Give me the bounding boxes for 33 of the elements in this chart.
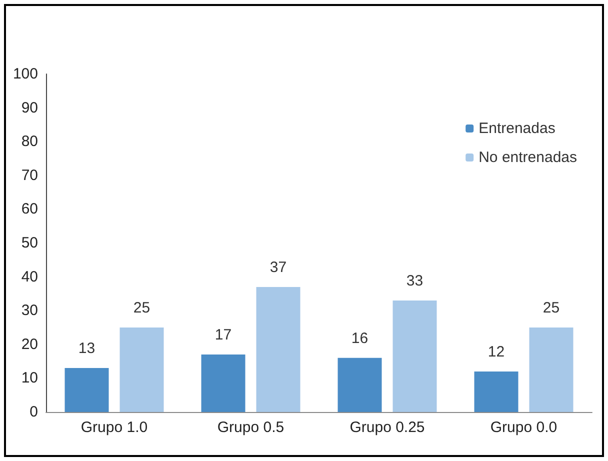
bar bbox=[338, 358, 382, 412]
y-tick-label: 100 bbox=[12, 66, 38, 82]
y-tick-label: 50 bbox=[21, 234, 38, 252]
data-label: 37 bbox=[270, 258, 287, 276]
x-tick-label: Grupo 0.0 bbox=[490, 419, 558, 436]
y-tick-label: 60 bbox=[21, 200, 38, 218]
y-tick-label: 90 bbox=[21, 99, 38, 116]
legend-label: Entrenadas bbox=[478, 120, 556, 137]
bar bbox=[64, 368, 109, 412]
data-label: 12 bbox=[488, 343, 505, 360]
x-tick-label: Grupo 0.25 bbox=[350, 419, 425, 436]
bar bbox=[256, 286, 300, 412]
legend-label: No entrenadas bbox=[478, 149, 578, 166]
data-label: 17 bbox=[214, 326, 232, 344]
bar bbox=[201, 354, 246, 412]
y-tick-label: 10 bbox=[21, 370, 38, 387]
x-tick-label: Grupo 1.0 bbox=[80, 419, 148, 436]
y-tick-label: 80 bbox=[21, 133, 38, 150]
data-label: 16 bbox=[351, 330, 368, 347]
y-tick-label: 20 bbox=[21, 336, 38, 353]
data-label: 25 bbox=[133, 300, 150, 316]
bar bbox=[529, 328, 574, 412]
data-label: 33 bbox=[406, 272, 424, 290]
x-tick-label: Grupo 0.5 bbox=[217, 419, 284, 436]
y-tick-label: 0 bbox=[30, 404, 38, 420]
bar bbox=[120, 328, 164, 412]
y-tick-label: 30 bbox=[21, 302, 38, 320]
data-label: 25 bbox=[542, 300, 560, 316]
y-tick-label: 70 bbox=[21, 166, 38, 184]
y-tick-label: 40 bbox=[21, 268, 38, 286]
data-label: 13 bbox=[78, 340, 96, 358]
bar bbox=[474, 371, 518, 412]
bar bbox=[392, 300, 437, 412]
